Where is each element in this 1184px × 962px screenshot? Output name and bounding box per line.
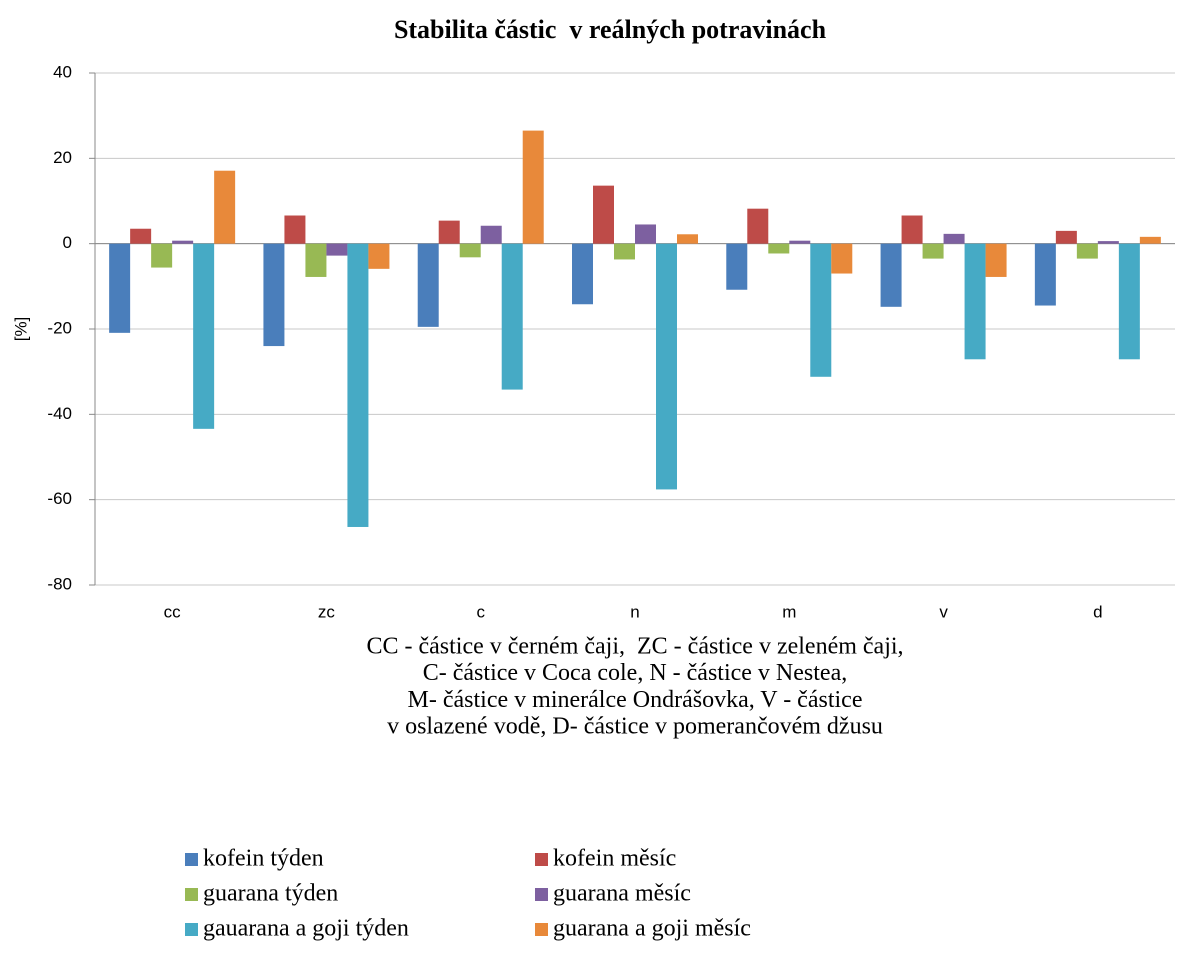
bar xyxy=(417,243,439,327)
legend-label: kofein měsíc xyxy=(553,846,676,872)
x-tick-label: c xyxy=(476,602,485,621)
bar xyxy=(635,224,656,244)
bar xyxy=(789,240,811,244)
bar xyxy=(109,243,131,333)
x-tick-label: cc xyxy=(164,602,182,621)
bar xyxy=(501,243,523,390)
bar xyxy=(614,243,635,260)
legend-swatch xyxy=(185,888,198,901)
legend-label: kofein týden xyxy=(203,846,324,872)
bar xyxy=(901,215,923,244)
bar xyxy=(922,243,944,259)
bar xyxy=(172,240,194,244)
legend-swatch xyxy=(535,888,548,901)
y-tick-label: -40 xyxy=(47,404,72,423)
legend-label: guarana týden xyxy=(203,881,338,907)
bar xyxy=(459,243,481,258)
bar xyxy=(1055,230,1077,244)
bar xyxy=(305,243,327,277)
bar xyxy=(985,243,1007,277)
y-tick-label: -20 xyxy=(47,318,72,337)
bar xyxy=(522,130,544,244)
caption-line: CC - částice v černém čaji, ZC - částice… xyxy=(366,634,903,660)
bar xyxy=(263,243,285,347)
bar xyxy=(347,243,369,527)
bar xyxy=(326,243,348,256)
legend-swatch xyxy=(535,923,548,936)
bar xyxy=(964,243,986,360)
bar xyxy=(656,243,677,490)
y-axis-label: [%] xyxy=(11,317,30,342)
caption-line: M- částice v minerálce Ondrášovka, V - č… xyxy=(408,687,863,713)
bar xyxy=(831,243,853,274)
bar xyxy=(1139,236,1161,244)
y-tick-label: -60 xyxy=(47,489,72,508)
bar xyxy=(726,243,748,290)
caption-line: v oslazené vodě, D- částice v pomerančov… xyxy=(387,714,883,740)
bar xyxy=(880,243,902,307)
bar xyxy=(572,243,593,305)
bar xyxy=(1034,243,1056,306)
x-tick-label: m xyxy=(782,602,796,621)
bar xyxy=(1118,243,1140,360)
legend-swatch xyxy=(185,923,198,936)
legend-label: guarana měsíc xyxy=(553,881,691,907)
y-tick-label: 20 xyxy=(53,148,72,167)
y-tick-label: 0 xyxy=(63,233,72,252)
bar xyxy=(284,215,306,244)
bar xyxy=(677,234,698,244)
legend-swatch xyxy=(535,853,548,866)
bar xyxy=(1076,243,1098,259)
legend-label: gauarana a goji týden xyxy=(203,916,409,942)
bar xyxy=(368,243,390,269)
bar xyxy=(810,243,832,377)
bar xyxy=(768,243,790,254)
bar xyxy=(214,170,236,244)
y-tick-label: 40 xyxy=(53,62,72,81)
bar xyxy=(151,243,173,268)
x-tick-label: d xyxy=(1093,602,1102,621)
bar xyxy=(943,233,965,244)
bar xyxy=(438,220,460,244)
chart-title: Stabilita částic v reálných potravinách xyxy=(394,15,827,44)
x-tick-label: v xyxy=(939,602,948,621)
bar xyxy=(593,185,614,244)
bar xyxy=(480,225,502,244)
bar xyxy=(747,208,769,244)
y-tick-label: -80 xyxy=(47,574,72,593)
x-tick-label: zc xyxy=(318,602,336,621)
bar xyxy=(130,228,152,244)
legend-swatch xyxy=(185,853,198,866)
x-tick-label: n xyxy=(630,602,639,621)
legend-label: guarana a goji měsíc xyxy=(553,916,751,942)
bar xyxy=(1097,241,1119,244)
caption-line: C- částice v Coca cole, N - částice v Ne… xyxy=(423,660,847,686)
bar xyxy=(193,243,215,429)
